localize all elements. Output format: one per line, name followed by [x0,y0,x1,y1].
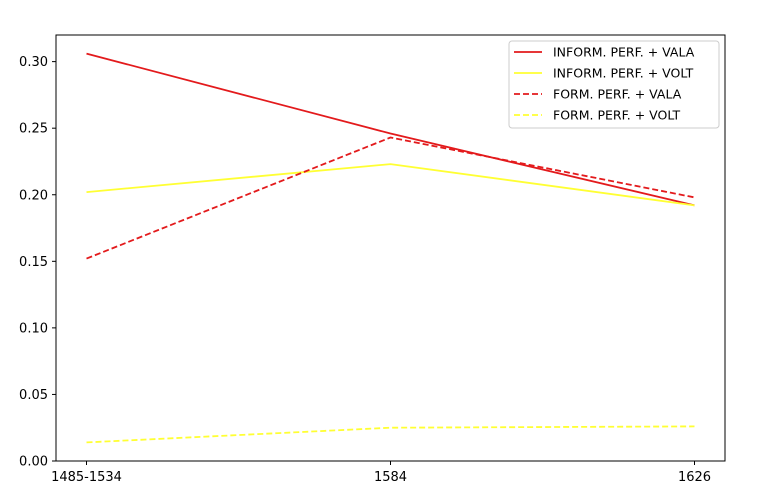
legend: INFORM. PERF. + VALA INFORM. PERF. + VOLT… [508,40,720,129]
series-line-1 [86,52,695,207]
x-tick-label: 1626 [678,470,711,485]
legend-label: INFORM. PERF. + VOLT [553,66,694,81]
series-line-2 [86,163,695,207]
series-line-4 [86,425,695,444]
x-tick-label: 1584 [374,470,407,485]
legend-box [508,40,720,129]
y-axis: 0.00 0.05 0.10 0.15 0.20 0.25 0.30 [19,55,56,470]
legend-label: FORM. PERF. + VALA [553,87,682,102]
y-tick-label: 0.10 [19,321,48,336]
series-lines [86,52,695,444]
legend-label: FORM. PERF. + VOLT [553,108,681,123]
x-tick-label: 1485-1534 [51,470,122,485]
series-line-3 [86,136,695,260]
y-tick-label: 0.30 [19,55,48,70]
legend-label: INFORM. PERF. + VALA [553,45,695,60]
y-tick-label: 0.00 [19,455,48,470]
y-tick-label: 0.20 [19,188,48,203]
x-axis: 1485-1534 1584 1626 [51,461,711,485]
y-tick-label: 0.05 [19,388,48,403]
y-tick-label: 0.25 [19,122,48,137]
y-tick-label: 0.15 [19,255,48,270]
